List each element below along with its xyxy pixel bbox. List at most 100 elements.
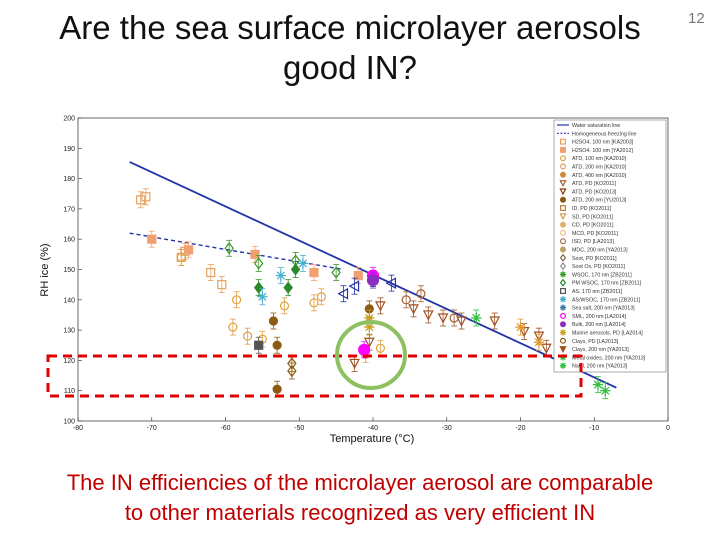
x-tick-label: -70 xyxy=(147,425,157,432)
x-tick-label: -50 xyxy=(294,425,304,432)
data-point-circle xyxy=(231,295,242,305)
legend-entry: Metal oxides, 200 nm [YA2013] xyxy=(572,355,646,361)
data-point-circle xyxy=(316,292,326,302)
data-point-star xyxy=(275,270,287,281)
title-line-2: good IN? xyxy=(283,49,417,86)
data-points xyxy=(136,188,611,400)
data-point-circle xyxy=(272,384,282,394)
y-tick-label: 150 xyxy=(63,267,75,274)
legend-entry: H2SO4, 100 nm [YA2012] xyxy=(572,148,633,154)
y-tick-label: 140 xyxy=(63,297,75,304)
legend-swatch xyxy=(559,171,566,178)
data-point-circle xyxy=(375,343,385,353)
legend-entry: Sea salt, 200 nm [YA2013] xyxy=(572,306,635,312)
y-tick-label: 110 xyxy=(64,388,75,395)
legend-swatch xyxy=(559,229,566,236)
title-line-1: Are the sea surface microlayer aerosols xyxy=(59,9,641,46)
legend-swatch xyxy=(559,196,566,203)
legend-swatch xyxy=(559,138,566,145)
legend-entry: ISD, PD [LA2013] xyxy=(572,239,614,245)
data-point-circle xyxy=(279,301,290,311)
legend-swatch xyxy=(559,337,566,344)
y-tick-label: 180 xyxy=(63,176,75,183)
legend: Water saturation line Homogeneous freezin… xyxy=(553,119,667,373)
legend-entry: Clays, PD [LA2013] xyxy=(572,339,619,345)
y-axis-ticks: 100 110 120 130 140 150 160 170 180 190 200 xyxy=(63,116,82,426)
data-point-diamond xyxy=(283,281,293,294)
data-point-star xyxy=(533,337,545,348)
data-point-triangle-down xyxy=(437,313,449,324)
x-tick-label: -10 xyxy=(589,425,599,432)
y-axis-label: RH ice (%) xyxy=(39,243,51,296)
data-point-star xyxy=(592,379,604,390)
legend-entry: CD, PD [KO2011] xyxy=(572,223,614,229)
data-point-square xyxy=(254,340,264,350)
legend-box xyxy=(553,119,667,373)
data-point-square xyxy=(184,245,194,255)
legend-entry: WSOC, 170 nm [ZB2011] xyxy=(572,272,632,278)
legend-swatch xyxy=(559,238,566,245)
x-tick-label: -30 xyxy=(442,425,452,432)
legend-swatch xyxy=(559,261,567,271)
data-point-circle xyxy=(366,274,380,287)
slide-title: Are the sea surface microlayer aerosols … xyxy=(0,8,700,88)
legend-entry: Marine aerosols, PD [LA2014] xyxy=(572,331,643,337)
slide-number: 12 xyxy=(688,10,705,27)
x-axis-label: Temperature (°C) xyxy=(330,433,414,445)
data-point-triangle-down xyxy=(489,316,501,327)
legend-swatch xyxy=(559,188,567,196)
data-point-diamond xyxy=(331,266,341,279)
legend-swatch xyxy=(559,163,566,170)
x-tick-label: -20 xyxy=(515,425,525,432)
data-point-triangle-left xyxy=(337,287,349,300)
y-tick-label: 170 xyxy=(63,206,75,213)
data-point-triangle-down xyxy=(533,331,545,342)
data-point-triangle-down xyxy=(540,343,552,354)
data-point-square xyxy=(353,270,363,281)
y-tick-label: 120 xyxy=(63,358,75,365)
data-point-square xyxy=(250,249,260,259)
legend-entry: ATD, PD [KO2013] xyxy=(572,189,617,195)
data-point-triangle-left xyxy=(348,280,360,292)
legend-entry: ATD, 200 nm [KA2010] xyxy=(572,165,627,171)
data-point-diamond xyxy=(287,364,297,378)
legend-entry: ATD, 100 nm [KA2010] xyxy=(572,156,627,162)
legend-swatch xyxy=(559,312,566,319)
legend-entry: PM WSOC, 170 nm [ZB2011] xyxy=(572,281,642,287)
x-tick-label: 0 xyxy=(666,425,670,432)
legend-swatch xyxy=(559,155,566,162)
legend-entry: ATD, 400 nm [KA2010] xyxy=(572,173,627,179)
data-point-circle xyxy=(272,340,282,350)
legend-swatch xyxy=(559,180,567,188)
legend-entry: H2SO4, 100 nm [KA2003] xyxy=(572,140,634,146)
data-point-star xyxy=(515,321,526,333)
legend-swatch xyxy=(559,221,566,228)
legend-swatch xyxy=(559,253,567,262)
data-point-circle xyxy=(268,316,279,326)
data-point-circle xyxy=(449,313,459,323)
y-tick-label: 190 xyxy=(63,146,75,153)
y-tick-label: 200 xyxy=(63,116,75,123)
legend-entry: Homogeneous freezing line xyxy=(572,131,637,137)
data-point-diamond xyxy=(290,263,301,276)
legend-entry: MCD, PD [KO2011] xyxy=(572,231,618,237)
highlight-red-dashed-box xyxy=(46,354,583,398)
data-point-triangle-down xyxy=(422,310,434,321)
legend-entry: Soot, PD [KO2011] xyxy=(572,256,617,262)
legend-swatch xyxy=(559,362,567,369)
legend-entry: AS/WSOC, 170 nm [ZB2011] xyxy=(572,297,641,303)
data-point-square xyxy=(136,195,146,205)
data-point-star xyxy=(257,291,268,302)
x-tick-label: -40 xyxy=(368,425,378,432)
y-tick-label: 130 xyxy=(63,328,75,335)
data-point-diamond xyxy=(253,281,264,294)
legend-entry: SML, 200 nm [LA2014] xyxy=(572,314,627,320)
slide-caption: The IN efficiencies of the microlayer ae… xyxy=(0,468,720,528)
highlight-green-circle xyxy=(335,320,407,390)
data-point-diamond xyxy=(224,242,234,255)
legend-entry: MDC, 200 nm [YA2013] xyxy=(572,248,628,254)
data-point-triangle-down xyxy=(456,316,467,327)
data-point-square xyxy=(309,267,319,278)
caption-line-2: to other materials recognized as very ef… xyxy=(124,500,596,525)
